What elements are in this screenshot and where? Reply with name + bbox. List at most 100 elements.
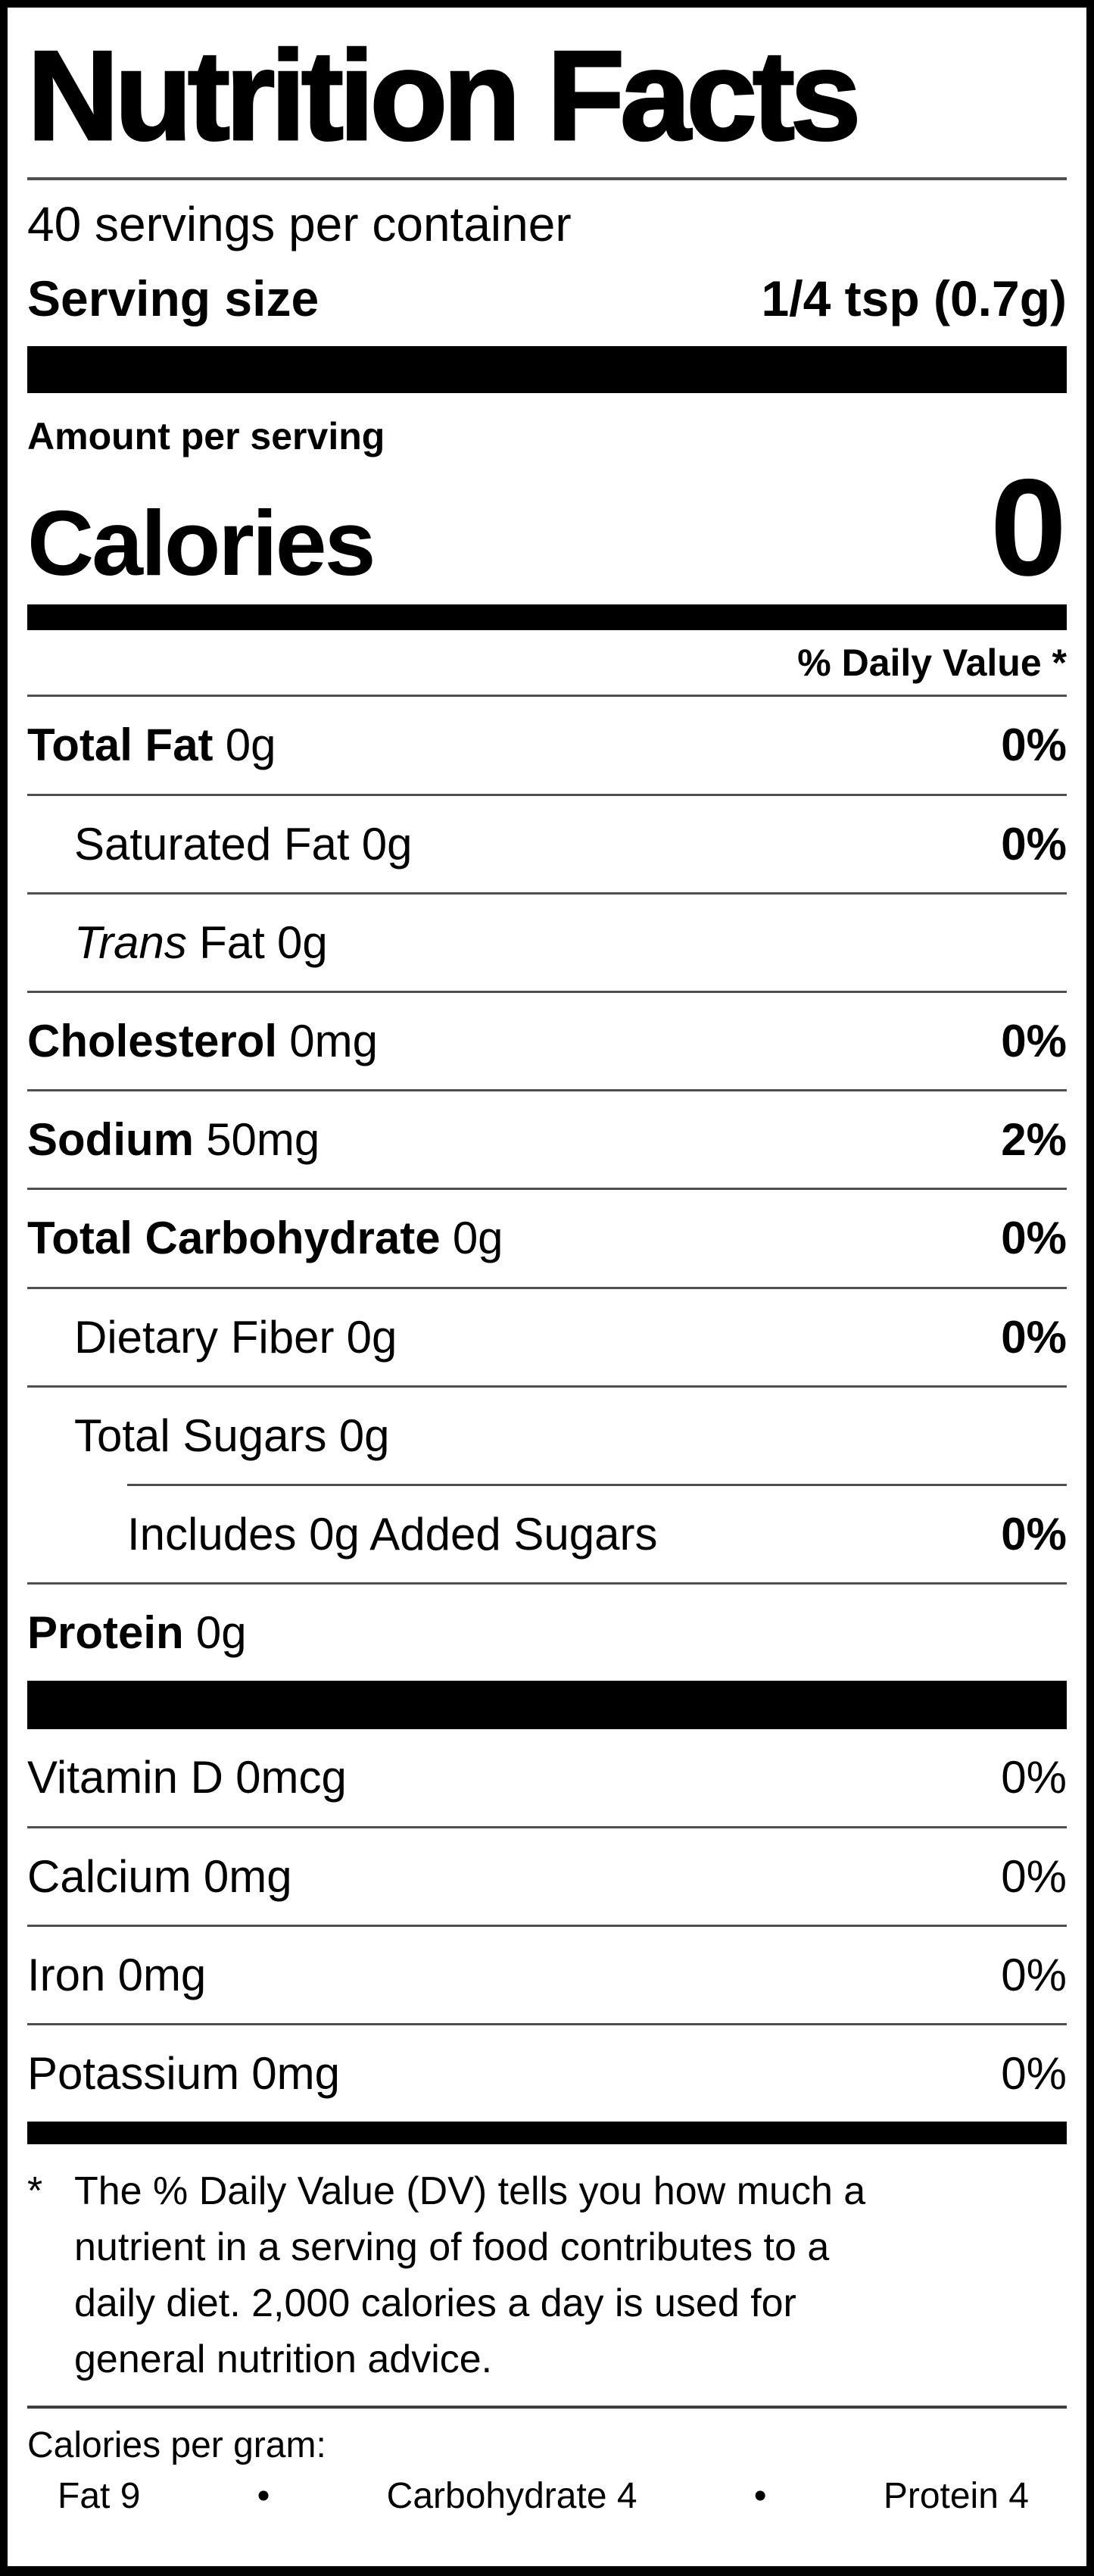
cpg-protein: Protein 4 — [883, 2475, 1029, 2516]
cpg-fat: Fat 9 — [58, 2475, 141, 2516]
nutrient-amount: 0mg — [251, 2047, 341, 2099]
nutrient-text: Calcium 0mg — [27, 1851, 292, 1902]
nutrient-daily-value: 0% — [1001, 1016, 1067, 1067]
calories-per-gram-label: Calories per gram: — [27, 2425, 326, 2466]
nutrient-amount: 0g — [195, 1607, 247, 1659]
nutrient-text: Vitamin D 0mcg — [27, 1752, 347, 1803]
nutrient-name: Total Sugars — [74, 1410, 327, 1461]
nutrient-name: Saturated Fat — [74, 818, 350, 870]
serving-size-label: Serving size — [27, 270, 319, 326]
nutrient-row-total-sugars: Total Sugars 0g — [27, 1385, 1067, 1484]
nutrient-text: Total Carbohydrate 0g — [27, 1213, 503, 1263]
nutrient-daily-value: 0% — [1001, 1311, 1067, 1363]
nutrient-name: Calcium — [27, 1850, 192, 1902]
nutrient-amount: 0mg — [289, 1016, 378, 1067]
nutrient-amount: 0g — [452, 1213, 503, 1264]
nutrient-daily-value: 0% — [1001, 1949, 1067, 2000]
indented-separator — [127, 1483, 1067, 1486]
nutrient-daily-value: 2% — [1001, 1114, 1067, 1166]
daily-value-header: % Daily Value * — [27, 630, 1067, 698]
footnote-line: nutrient in a serving of food contribute… — [74, 2225, 830, 2269]
nutrient-amount: 0g — [225, 720, 276, 771]
footnote-text: The % Daily Value (DV) tells you how muc… — [74, 2164, 865, 2387]
nutrient-name-italic: Trans — [74, 916, 187, 968]
nutrient-amount: 0mg — [117, 1949, 207, 2000]
nutrient-row-protein: Protein 0g — [27, 1582, 1067, 1681]
nutrient-daily-value: 0% — [1001, 720, 1067, 771]
footnote-line: The % Daily Value (DV) tells you how muc… — [74, 2169, 866, 2214]
label-title: Nutrition Facts — [26, 24, 862, 167]
nutrient-daily-value: 0% — [1001, 2047, 1067, 2099]
serving-size-value: 1/4 tsp (0.7g) — [761, 270, 1067, 326]
servings-per-container: 40 servings per container — [27, 197, 572, 252]
nutrient-daily-value: 0% — [1001, 1213, 1067, 1264]
nutrient-row-sodium: Sodium 50mg 2% — [27, 1089, 1067, 1188]
nutrient-name: Total Carbohydrate — [27, 1213, 441, 1264]
nutrient-row-added-sugars-wrap: Includes 0g Added Sugars 0% — [27, 1483, 1067, 1582]
label-content: Nutrition Facts 40 servings per containe… — [8, 8, 1086, 2520]
nutrient-amount: 0mcg — [235, 1752, 347, 1803]
nutrient-text: Iron 0mg — [27, 1950, 206, 2000]
nutrient-name: Dietary Fiber — [74, 1311, 335, 1363]
micronutrient-row-calcium: Calcium 0mg 0% — [27, 1825, 1067, 1925]
nutrient-text: Dietary Fiber 0g — [27, 1312, 397, 1363]
nutrient-row-total-fat: Total Fat 0g 0% — [27, 697, 1067, 793]
nutrient-text: Includes 0g Added Sugars — [27, 1509, 658, 1560]
amount-per-serving-label: Amount per serving — [27, 414, 385, 457]
nutrient-text: Trans Fat 0g — [27, 917, 328, 968]
nutrient-daily-value: 0% — [1001, 1752, 1067, 1803]
nutrient-amount: 0mg — [203, 1850, 292, 1902]
bullet-separator: • — [257, 2475, 270, 2516]
nutrient-name: Fat — [199, 916, 265, 968]
nutrient-name: Sodium — [27, 1114, 194, 1166]
nutrient-text: Sodium 50mg — [27, 1114, 319, 1165]
nutrient-row-total-carbohydrate: Total Carbohydrate 0g 0% — [27, 1188, 1067, 1286]
serving-size-row: Serving size 1/4 tsp (0.7g) — [27, 271, 1067, 326]
nutrient-text: Cholesterol 0mg — [27, 1016, 378, 1066]
nutrient-row-cholesterol: Cholesterol 0mg 0% — [27, 991, 1067, 1089]
nutrient-text: Potassium 0mg — [27, 2048, 340, 2099]
footnote-line: daily diet. 2,000 calories a day is used… — [74, 2281, 796, 2325]
calories-label: Calories — [27, 491, 376, 595]
separator-calories-per-gram — [27, 2406, 1067, 2409]
bullet-separator: • — [753, 2475, 767, 2516]
nutrient-name: Iron — [27, 1949, 106, 2000]
nutrient-text: Total Fat 0g — [27, 720, 276, 770]
nutrient-row-added-sugars: Includes 0g Added Sugars 0% — [27, 1486, 1067, 1582]
nutrient-amount: 0g — [361, 818, 413, 870]
micronutrient-row-vitamin-d: Vitamin D 0mcg 0% — [27, 1729, 1067, 1825]
separator-under-title — [27, 177, 1067, 181]
nutrient-amount: 0g — [338, 1410, 390, 1461]
nutrient-daily-value: 0% — [1001, 818, 1067, 870]
nutrient-text: Saturated Fat 0g — [27, 819, 412, 870]
nutrient-name: Protein — [27, 1607, 184, 1659]
nutrient-amount: 0g — [346, 1311, 397, 1363]
cpg-carbohydrate: Carbohydrate 4 — [386, 2475, 637, 2516]
nutrient-name: Cholesterol — [27, 1016, 278, 1067]
nutrient-amount: 50mg — [206, 1114, 320, 1166]
footnote-line: general nutrition advice. — [74, 2337, 493, 2381]
calories-per-gram-values: Fat 9 • Carbohydrate 4 • Protein 4 — [27, 2473, 1067, 2520]
nutrient-text: Protein 0g — [27, 1607, 247, 1658]
nutrient-amount: 0g — [277, 916, 328, 968]
calories-value: 0 — [990, 449, 1067, 604]
nutrient-row-trans-fat: Trans Fat 0g — [27, 891, 1067, 991]
medium-divider-bar — [27, 2122, 1067, 2145]
nutrient-name: Includes 0g Added Sugars — [127, 1508, 658, 1560]
nutrient-daily-value: 0% — [1001, 1508, 1067, 1560]
micronutrient-row-potassium: Potassium 0mg 0% — [27, 2022, 1067, 2122]
nutrient-name: Total Fat — [27, 720, 214, 771]
micronutrient-row-iron: Iron 0mg 0% — [27, 1924, 1067, 2023]
thick-divider-bar — [27, 345, 1067, 393]
calories-row: Calories 0 — [27, 449, 1067, 604]
nutrient-row-saturated-fat: Saturated Fat 0g 0% — [27, 793, 1067, 892]
nutrient-name: Potassium — [27, 2047, 240, 2099]
footnote-asterisk: * — [27, 2169, 43, 2214]
nutrient-daily-value: 0% — [1001, 1850, 1067, 1902]
medium-divider-bar — [27, 604, 1067, 631]
nutrient-text: Total Sugars 0g — [27, 1410, 389, 1461]
thick-divider-bar — [27, 1681, 1067, 1730]
nutrient-name: Vitamin D — [27, 1752, 223, 1803]
daily-value-footnote: * The % Daily Value (DV) tells you how m… — [27, 2164, 1067, 2387]
